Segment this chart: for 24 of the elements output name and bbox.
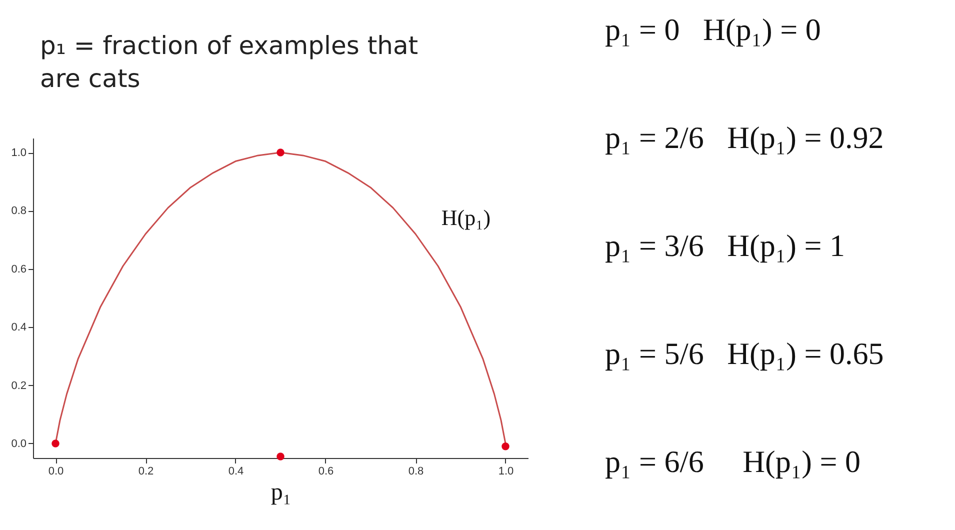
x-tick-label: 0.0	[48, 466, 64, 478]
text: p₁ = 5/6 H(p₁) = 0.65	[605, 336, 884, 372]
x-axis-title: p₁	[270, 480, 292, 506]
y-tick-label: 0.4	[11, 322, 26, 334]
text: p₁ = 3/6 H(p₁) = 1	[605, 228, 845, 264]
x-tick-label: 0.6	[318, 466, 334, 478]
text: p₁ = 0 H(p₁) = 0	[605, 12, 821, 48]
x-tick-label: 0.4	[228, 466, 244, 478]
x-tick-label: 1.0	[498, 466, 514, 478]
y-tick-label: 0.2	[11, 380, 26, 392]
y-tick-label: 1.0	[11, 147, 26, 160]
x-tick-label: 0.8	[408, 466, 424, 478]
y-tick-label: 0.0	[11, 438, 26, 450]
point	[52, 440, 60, 448]
y-tick-label: 0.6	[11, 263, 26, 276]
point	[276, 148, 284, 156]
y-tick-label: 0.8	[11, 205, 26, 218]
text: p₁ = 2/6 H(p₁) = 0.92	[605, 120, 884, 156]
chart-title: p₁ = fraction of examples that are cats	[40, 30, 420, 94]
series-label: H(p₁)	[441, 205, 491, 230]
x-tick-label: 0.2	[138, 466, 154, 478]
point	[502, 442, 510, 450]
point	[276, 452, 284, 460]
text: p₁ = 6/6 H(p₁) = 0	[605, 444, 860, 480]
